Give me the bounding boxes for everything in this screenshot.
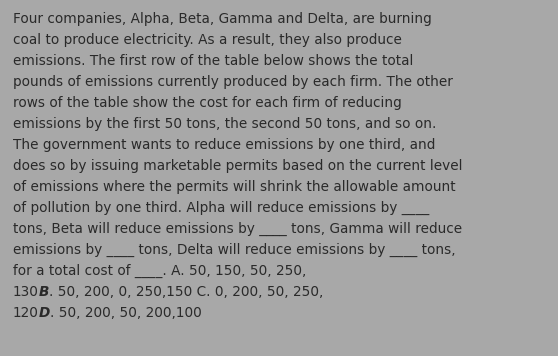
Text: emissions by the first 50 tons, the second 50 tons, and so on.: emissions by the first 50 tons, the seco… [13,117,436,131]
Text: of pollution by one third. Alpha will reduce emissions by ____: of pollution by one third. Alpha will re… [13,201,429,215]
Text: rows of the table show the cost for each firm of reducing: rows of the table show the cost for each… [13,96,402,110]
Text: does so by issuing marketable permits based on the current level: does so by issuing marketable permits ba… [13,159,463,173]
Text: 120: 120 [13,306,39,320]
Text: Four companies, Alpha, Beta, Gamma and Delta, are burning: Four companies, Alpha, Beta, Gamma and D… [13,12,432,26]
Text: The government wants to reduce emissions by one third, and: The government wants to reduce emissions… [13,138,435,152]
Text: pounds of emissions currently produced by each firm. The other: pounds of emissions currently produced b… [13,75,453,89]
Text: for a total cost of ____. A. 50, 150, 50, 250,: for a total cost of ____. A. 50, 150, 50… [13,264,306,278]
Text: . 50, 200, 50, 200,100: . 50, 200, 50, 200,100 [50,306,202,320]
Text: of emissions where the permits will shrink the allowable amount: of emissions where the permits will shri… [13,180,456,194]
Text: 130: 130 [13,285,39,299]
Text: emissions. The first row of the table below shows the total: emissions. The first row of the table be… [13,54,413,68]
Text: coal to produce electricity. As a result, they also produce: coal to produce electricity. As a result… [13,33,402,47]
Text: tons, Beta will reduce emissions by ____ tons, Gamma will reduce: tons, Beta will reduce emissions by ____… [13,222,462,236]
Text: D: D [39,306,50,320]
Text: emissions by ____ tons, Delta will reduce emissions by ____ tons,: emissions by ____ tons, Delta will reduc… [13,243,456,257]
Text: B: B [39,285,49,299]
Text: . 50, 200, 0, 250,150 C. 0, 200, 50, 250,: . 50, 200, 0, 250,150 C. 0, 200, 50, 250… [49,285,324,299]
